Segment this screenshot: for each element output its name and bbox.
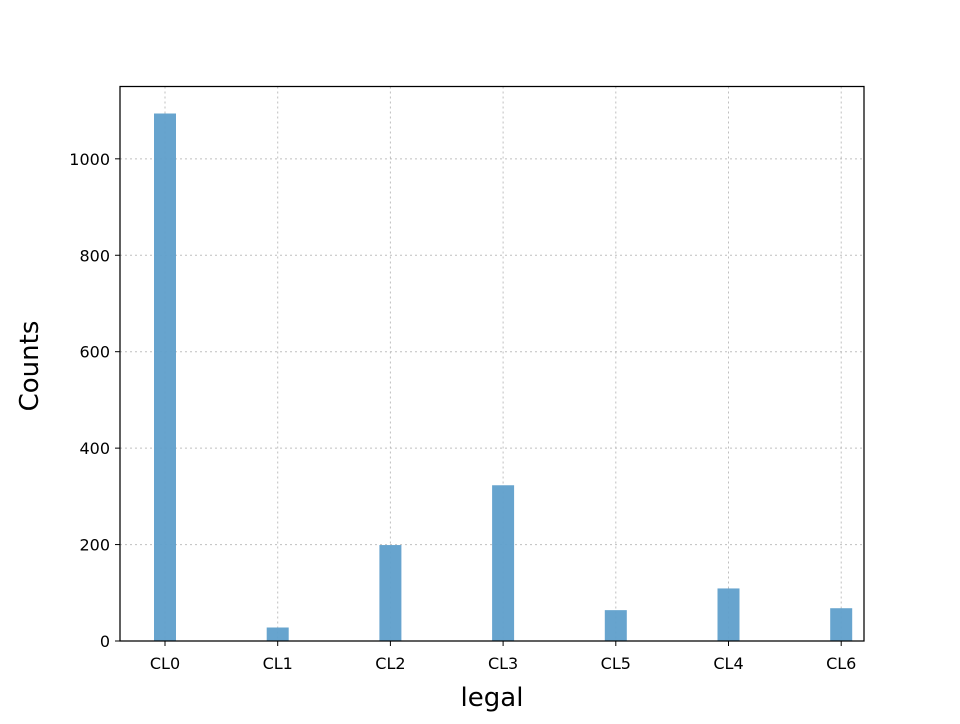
y-axis-title: Counts	[15, 321, 45, 412]
bar-cl4	[717, 588, 740, 641]
y-tick-label: 400	[79, 439, 110, 458]
grid-layer	[120, 86, 864, 642]
x-tick-label: CL4	[713, 654, 743, 673]
bar-cl2	[379, 545, 402, 641]
x-tick-label: CL0	[150, 654, 180, 673]
bar-cl6	[830, 608, 853, 641]
bar-cl0	[154, 113, 176, 642]
x-tick-label: CL3	[488, 654, 518, 673]
y-axis: 0 200 400 600 800 1000	[69, 150, 120, 651]
y-tick-label: 0	[100, 632, 110, 651]
x-tick-label: CL1	[263, 654, 293, 673]
x-axis-title: legal	[461, 683, 524, 713]
bar-cl3	[492, 485, 515, 641]
bars-layer	[154, 113, 853, 642]
y-tick-label: 800	[79, 246, 110, 265]
x-tick-label: CL6	[826, 654, 856, 673]
bar-cl1	[266, 627, 289, 641]
x-tick-label: CL5	[601, 654, 631, 673]
plot-frame	[119, 85, 865, 642]
bar-cl5	[604, 610, 627, 641]
y-tick-label: 200	[79, 536, 110, 555]
x-tick-label: CL2	[375, 654, 405, 673]
y-tick-label: 1000	[69, 150, 110, 169]
x-axis: CL0 CL1 CL2 CL3 CL5 CL4 CL6	[150, 641, 856, 673]
y-tick-label: 600	[79, 343, 110, 362]
